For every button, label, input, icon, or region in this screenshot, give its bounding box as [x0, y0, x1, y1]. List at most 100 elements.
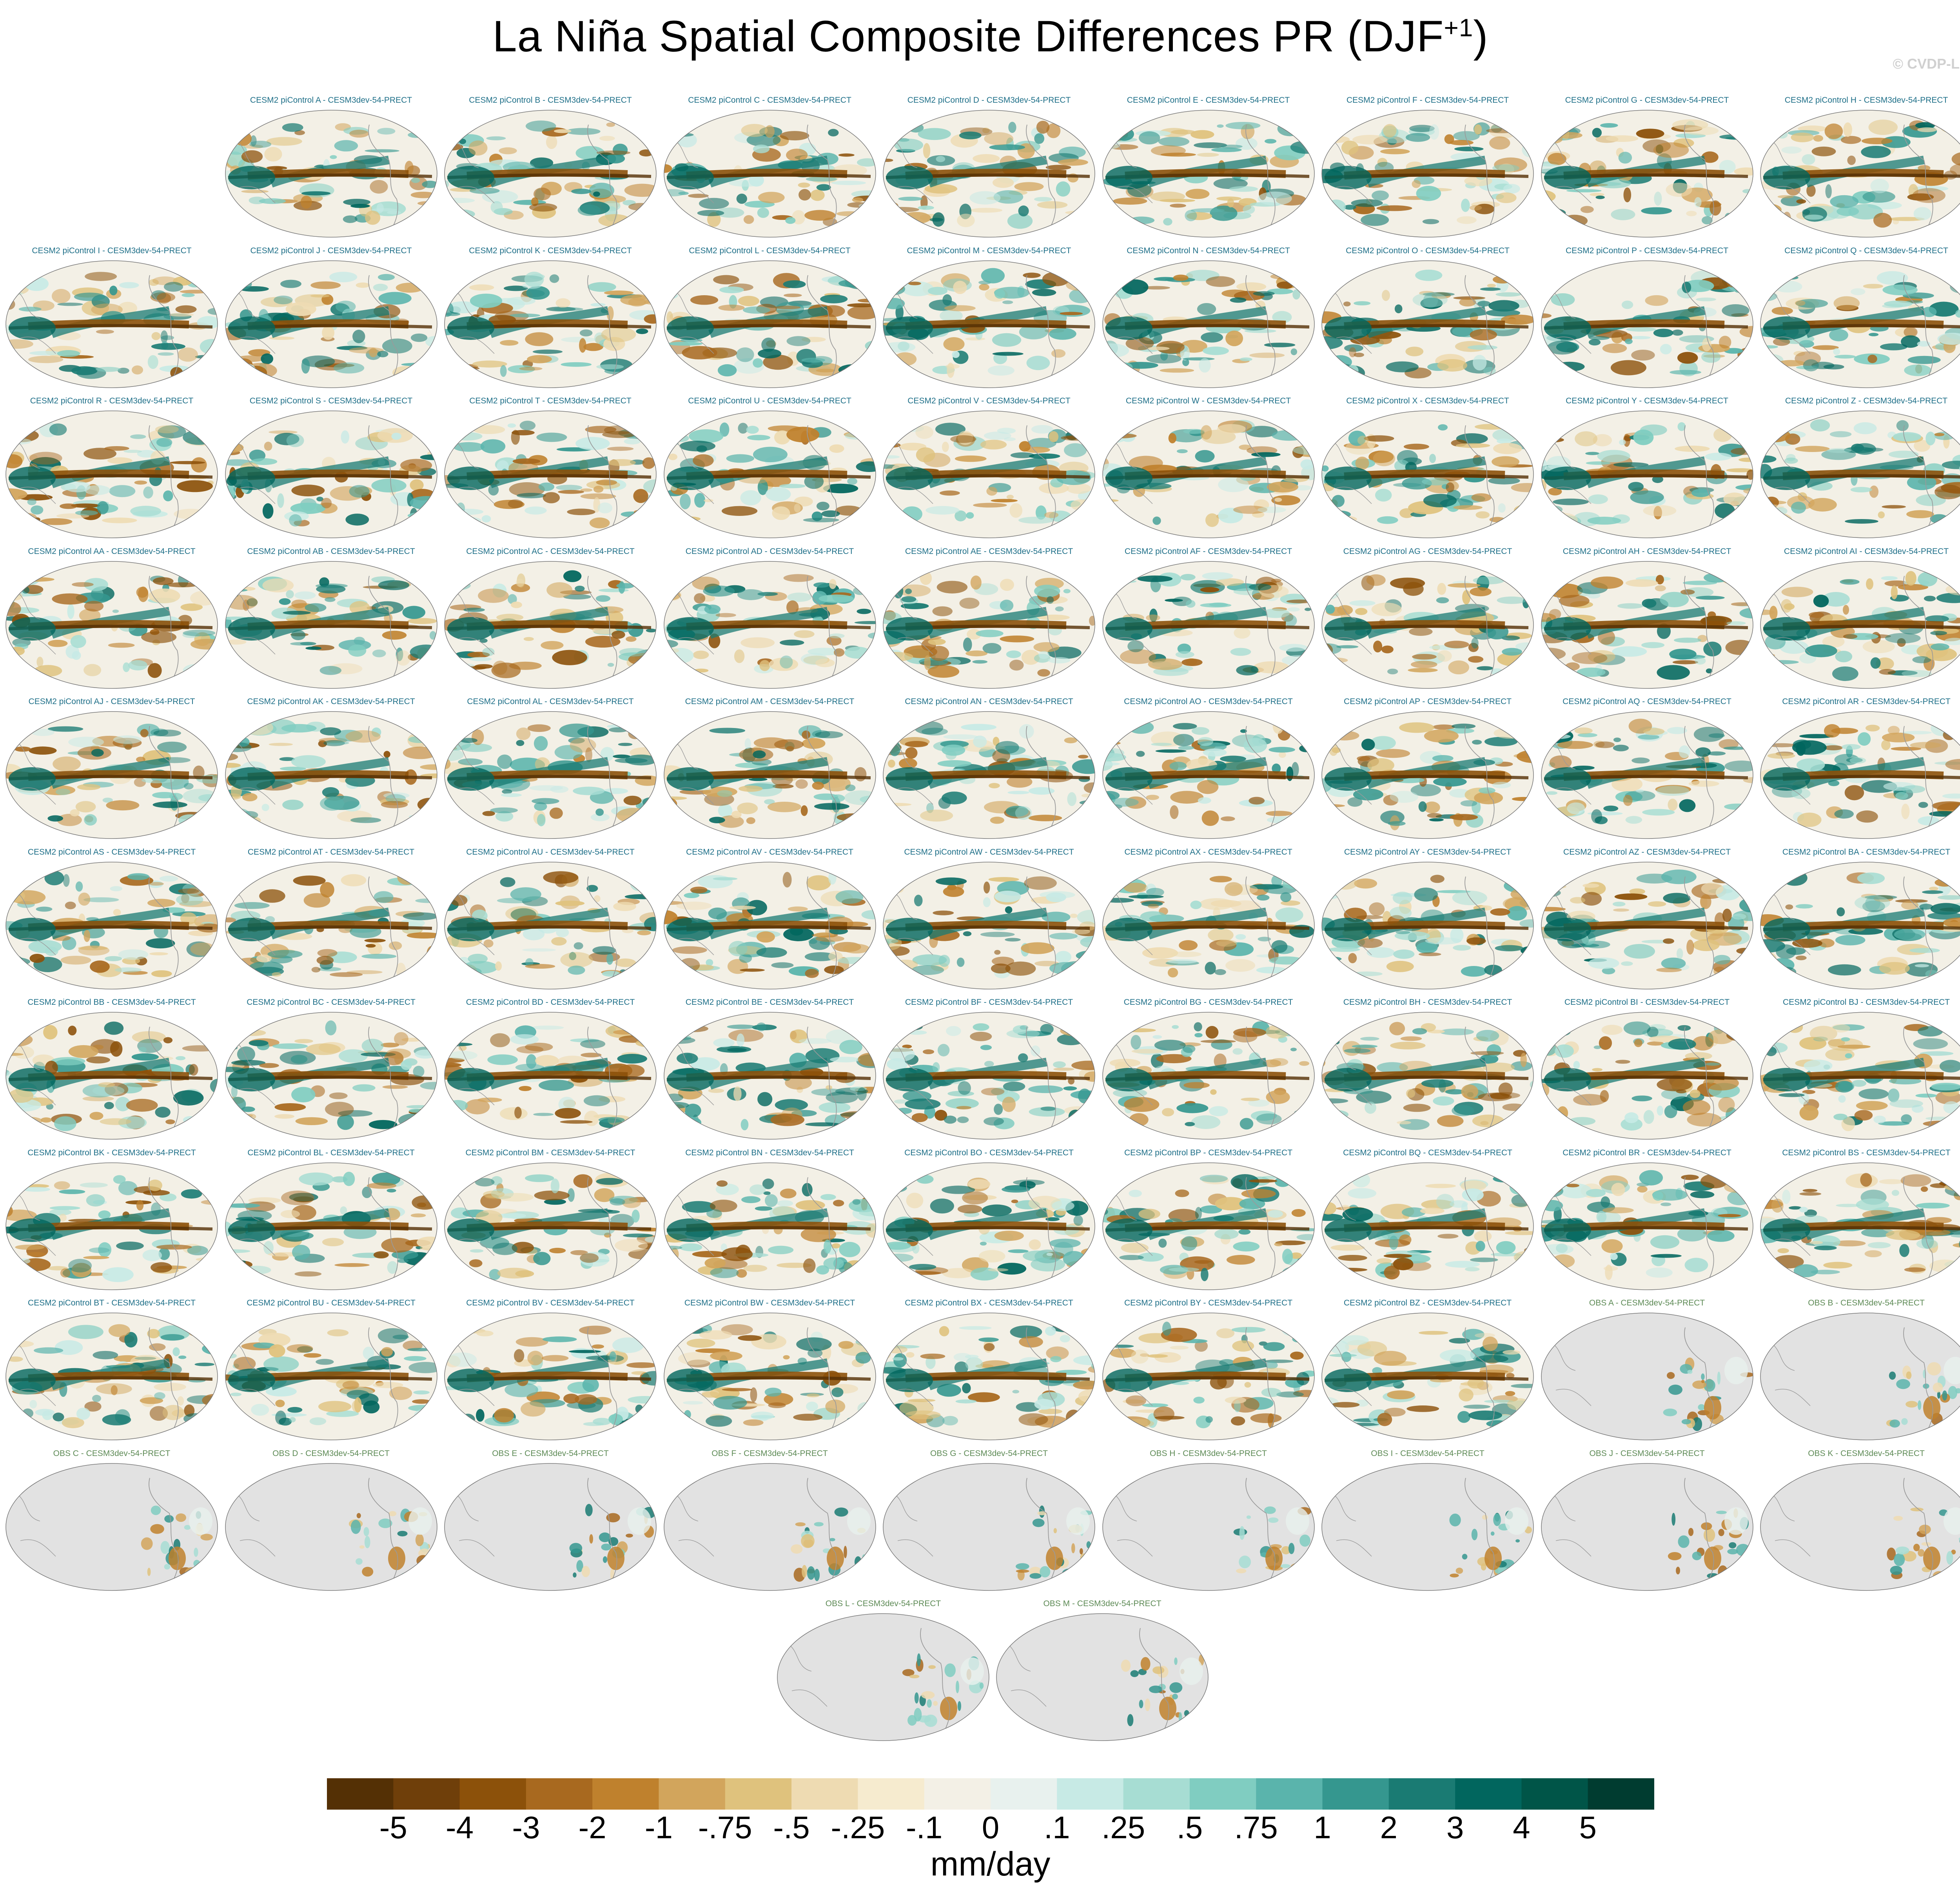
- anomaly-blob: [1760, 215, 1783, 228]
- anomaly-blob: [271, 972, 281, 977]
- anomaly-blob: [149, 952, 169, 955]
- anomaly-blob: [176, 893, 203, 906]
- anomaly-blob: [1791, 788, 1811, 799]
- anomaly-blob: [1913, 186, 1949, 192]
- anomaly-blob: [956, 1106, 971, 1110]
- anomaly-blob: [793, 630, 815, 638]
- coastline: [368, 576, 398, 686]
- anomaly-blob: [1613, 744, 1629, 752]
- anomaly-blob: [1072, 877, 1081, 881]
- coastline: [236, 1042, 275, 1106]
- maritime-wet-anomaly: [886, 166, 933, 189]
- anomaly-blob: [898, 341, 910, 351]
- anomaly-blob: [1182, 1045, 1195, 1053]
- anomaly-blob: [1895, 792, 1908, 800]
- anomaly-blob: [1271, 763, 1281, 773]
- anomaly-blob: [995, 741, 1019, 754]
- map-panel: CESM2 piControl W - CESM3dev-54-PRECT: [1102, 396, 1316, 546]
- maritime-wet-anomaly: [1763, 917, 1810, 941]
- anomaly-blob: [1713, 955, 1730, 964]
- anomaly-blob: [1405, 346, 1424, 356]
- anomaly-blob: [1248, 1099, 1269, 1107]
- anomaly-blob: [1037, 669, 1050, 677]
- anomaly-blob: [1322, 661, 1342, 672]
- anomaly-blob: [424, 353, 437, 361]
- anomaly-blob: [178, 888, 199, 894]
- anomaly-blob: [1483, 1062, 1515, 1073]
- anomaly-blob: [1793, 350, 1806, 356]
- coastline: [1113, 290, 1152, 354]
- anomaly-blob: [1494, 727, 1526, 739]
- anomaly-blob: [407, 932, 437, 939]
- anomaly-blob: [1009, 503, 1023, 518]
- coastline: [1771, 290, 1811, 354]
- anomaly-blob: [1064, 668, 1079, 672]
- anomaly-blob: [158, 352, 174, 356]
- coastline: [1245, 1026, 1276, 1137]
- anomaly-blob: [849, 1086, 867, 1091]
- anomaly-blob: [833, 648, 844, 657]
- anomaly-blob: [427, 801, 437, 813]
- anomaly-blob: [1408, 668, 1438, 672]
- anomaly-blob: [142, 777, 174, 784]
- anomaly-blob: [259, 1063, 279, 1068]
- anomaly-blob: [1546, 571, 1564, 587]
- anomaly-blob: [500, 365, 507, 377]
- anomaly-blob: [446, 968, 477, 980]
- anomaly-blob: [322, 787, 339, 798]
- anomaly-blob: [1040, 1024, 1054, 1035]
- anomaly-blob: [1901, 803, 1910, 819]
- anomaly-blob: [272, 1043, 308, 1049]
- anomaly-blob: [1460, 800, 1477, 807]
- anomaly-blob: [1006, 1029, 1040, 1038]
- map-frame: [1102, 861, 1315, 989]
- anomaly-blob: [738, 296, 759, 306]
- anomaly-blob: [63, 874, 70, 887]
- anomaly-blob: [580, 1039, 606, 1049]
- anomaly-blob: [1432, 724, 1455, 730]
- anomaly-blob: [957, 1116, 969, 1123]
- map-frame: [883, 561, 1095, 689]
- anomaly-blob: [1542, 1026, 1571, 1037]
- anomaly-blob: [1595, 741, 1615, 748]
- anomaly-blob: [694, 493, 705, 508]
- anomaly-blob: [24, 276, 49, 291]
- anomaly-blob: [1511, 483, 1534, 492]
- map-frame: [444, 110, 657, 238]
- anomaly-blob: [301, 358, 310, 374]
- anomaly-blob: [1437, 1115, 1464, 1127]
- anomaly-blob: [1467, 345, 1498, 350]
- anomaly-blob: [708, 1088, 724, 1093]
- anomaly-blob: [500, 339, 519, 346]
- anomaly-blob: [858, 1053, 876, 1066]
- anomaly-blob: [1180, 574, 1196, 581]
- anomaly-blob: [1726, 468, 1753, 472]
- anomaly-blob: [1045, 165, 1071, 170]
- anomaly-blob: [1042, 911, 1071, 922]
- anomaly-blob: [1336, 645, 1359, 648]
- anomaly-blob: [511, 601, 522, 608]
- anomaly-blob: [83, 664, 102, 676]
- anomaly-blob: [1570, 897, 1585, 904]
- anomaly-blob: [1182, 357, 1215, 361]
- anomaly-blob: [929, 218, 944, 222]
- panel-label: CESM2 piControl AF - CESM3dev-54-PRECT: [1124, 546, 1292, 556]
- anomaly-blob: [1902, 731, 1932, 735]
- anomaly-blob: [1377, 1062, 1408, 1073]
- anomaly-blob: [788, 906, 808, 911]
- anomaly-blob: [1737, 818, 1753, 822]
- anomaly-blob: [259, 889, 285, 903]
- coastline: [236, 591, 275, 654]
- maritime-wet-anomaly: [1105, 617, 1152, 641]
- anomaly-blob: [1470, 587, 1492, 596]
- anomaly-blob: [1325, 604, 1335, 614]
- panel-label: CESM2 piControl D - CESM3dev-54-PRECT: [907, 96, 1071, 105]
- anomaly-blob: [141, 631, 177, 643]
- anomaly-blob: [596, 364, 624, 369]
- anomaly-blob: [29, 350, 63, 355]
- anomaly-blob: [561, 336, 596, 342]
- anomaly-blob: [636, 328, 648, 334]
- anomaly-blob: [1448, 660, 1469, 674]
- anomaly-blob: [1735, 960, 1751, 972]
- anomaly-blob: [1887, 1088, 1900, 1102]
